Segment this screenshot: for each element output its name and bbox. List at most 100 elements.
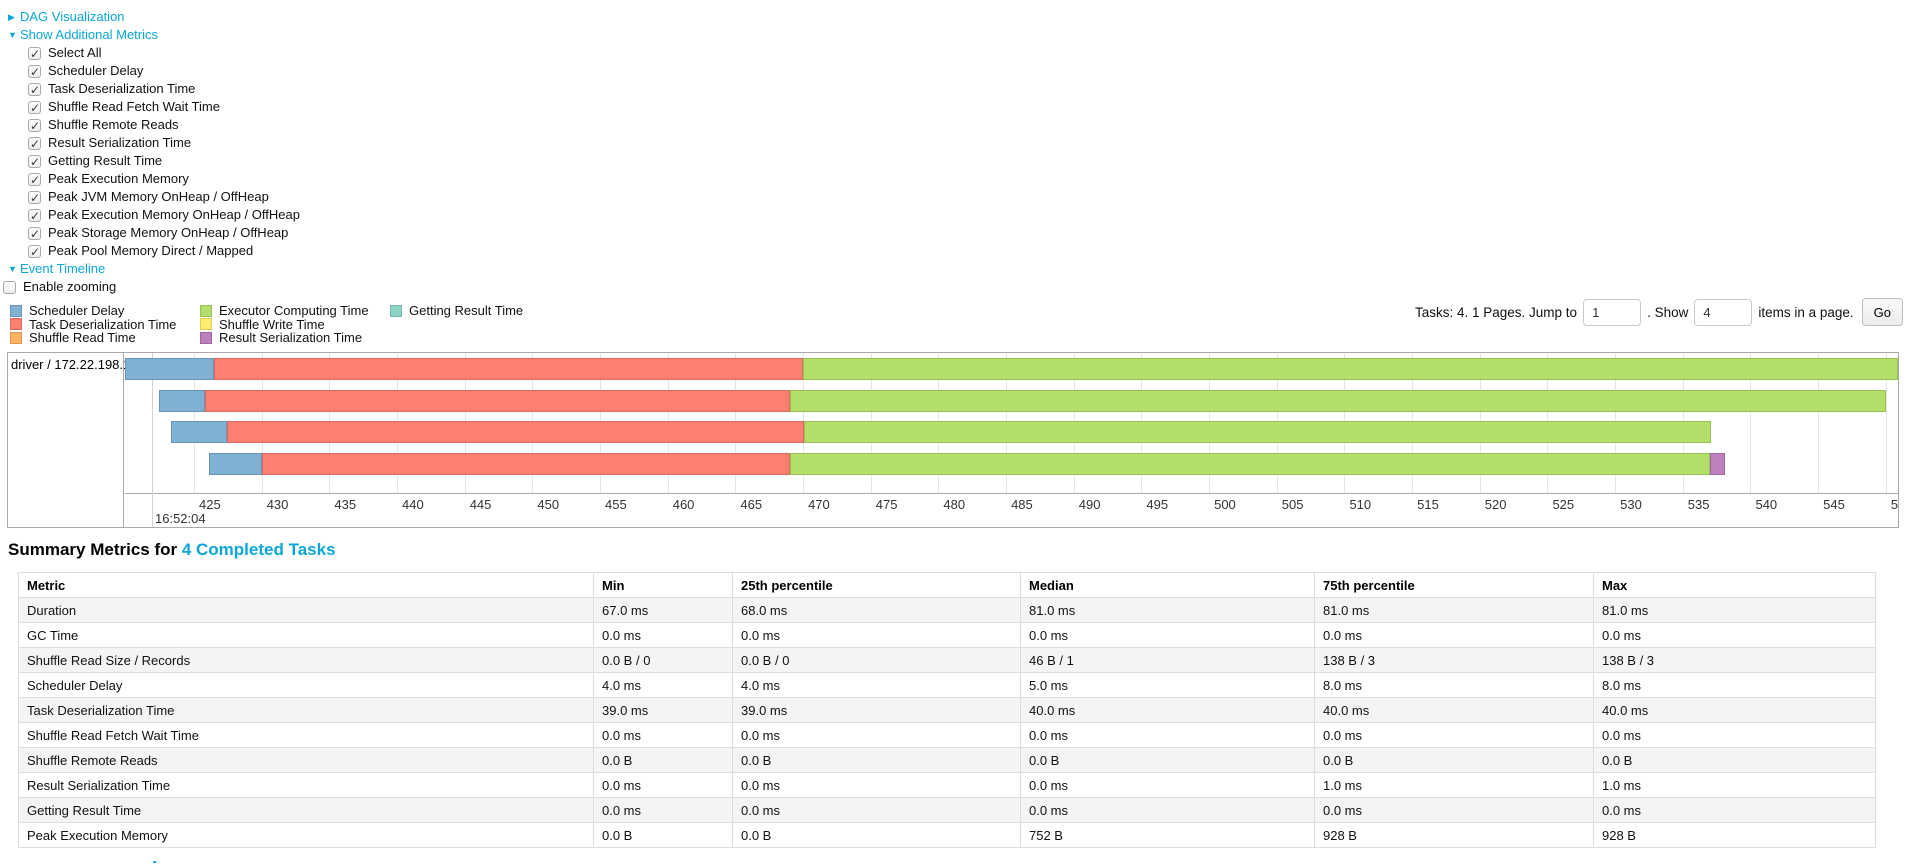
- summary-metrics-heading: Summary Metrics for 4 Completed Tasks: [8, 540, 336, 560]
- jump-to-page-input[interactable]: [1583, 298, 1642, 326]
- metric-checkbox[interactable]: [28, 171, 41, 189]
- metric-checkbox[interactable]: [28, 153, 41, 171]
- task-segment-task_deserialization: [204, 389, 790, 412]
- timeline-task-bar-1[interactable]: [125, 389, 1898, 412]
- legend-label: Task Deserialization Time: [29, 316, 177, 332]
- metric-value-cell: 138 B / 3: [1593, 647, 1876, 673]
- metric-checkbox-label: Getting Result Time: [48, 153, 163, 168]
- metric-value-cell: 40.0 ms: [1314, 697, 1594, 723]
- task-segment-executor_computing: [804, 421, 1712, 444]
- summary-table-row: Scheduler Delay 4.0 ms 4.0 ms 5.0 ms 8.0 ms 8…: [18, 672, 1876, 698]
- x-axis-tick-label: 510: [1349, 497, 1372, 512]
- x-axis-tick-label: 545: [1823, 497, 1845, 512]
- metric-value-cell: 0.0 B: [593, 747, 733, 773]
- show-label: . Show: [1647, 304, 1689, 320]
- metric-name-cell: Task Deserialization Time: [18, 697, 594, 723]
- x-axis-tick-label: 485: [1011, 497, 1033, 512]
- metric-checkbox-label: Task Deserialization Time: [48, 81, 196, 96]
- metric-checkbox[interactable]: [28, 45, 41, 63]
- x-axis-tick-label: 525: [1552, 497, 1575, 512]
- legend-swatch-icon: [390, 304, 402, 317]
- summary-table-row: Task Deserialization Time 39.0 ms 39.0 ms 4…: [18, 697, 1876, 723]
- metric-value-cell: 81.0 ms: [1020, 597, 1315, 623]
- enable-zooming-row: Enable zooming: [3, 278, 300, 296]
- metric-checkbox-label: Scheduler Delay: [48, 63, 144, 78]
- timeline-task-bar-0[interactable]: [125, 358, 1898, 380]
- metric-checkbox[interactable]: [28, 207, 41, 225]
- summary-table-row: Shuffle Remote Reads 0.0 B 0.0 B 0.0 B 0.0 B…: [18, 747, 1876, 773]
- task-segment-executor_computing: [789, 453, 1710, 476]
- metric-name-cell: Peak Execution Memory: [18, 822, 594, 848]
- metric-checkbox[interactable]: [28, 135, 41, 153]
- metric-value-cell: 81.0 ms: [1314, 597, 1594, 623]
- metric-value-cell: 0.0 B: [732, 747, 1021, 773]
- task-segment-task_deserialization: [214, 358, 804, 380]
- metric-checkbox-row: Getting Result Time: [8, 152, 300, 171]
- summary-column-header: Max: [1593, 572, 1876, 598]
- metric-checkbox[interactable]: [28, 117, 41, 135]
- summary-table-row: Shuffle Read Size / Records 0.0 B / 0 0.0 …: [18, 647, 1876, 673]
- timeline-task-bar-3[interactable]: [125, 453, 1898, 476]
- metric-value-cell: 0.0 ms: [1314, 622, 1594, 648]
- task-segment-executor_computing: [789, 389, 1886, 412]
- collapsed-arrow-icon: ▶: [8, 12, 15, 22]
- task-segment-scheduler_delay: [171, 421, 227, 444]
- task-segment-task_deserialization: [261, 453, 790, 476]
- metric-checkbox-row: Peak Execution Memory: [8, 170, 300, 189]
- show-additional-metrics-link[interactable]: Show Additional Metrics: [20, 27, 159, 42]
- metric-name-cell: Shuffle Read Fetch Wait Time: [18, 722, 594, 748]
- metric-checkbox[interactable]: [28, 243, 41, 261]
- metric-checkbox[interactable]: [28, 63, 41, 81]
- metric-value-cell: 46 B / 1: [1020, 647, 1315, 673]
- task-pagination: Tasks: 4. 1 Pages. Jump to . Show items …: [1415, 296, 1903, 328]
- x-axis-tick-label: 445: [469, 497, 492, 512]
- metric-value-cell: 1.0 ms: [1314, 772, 1594, 798]
- metric-checkbox-label: Shuffle Remote Reads: [48, 117, 179, 132]
- metric-checkbox-label: Peak Execution Memory: [48, 171, 189, 186]
- metric-checkbox-row: Peak Pool Memory Direct / Mapped: [8, 242, 300, 261]
- metric-value-cell: 0.0 B / 0: [732, 647, 1021, 673]
- metric-checkbox[interactable]: [28, 189, 41, 207]
- metric-value-cell: 0.0 B: [593, 822, 733, 848]
- summary-table-row: GC Time 0.0 ms 0.0 ms 0.0 ms 0.0 ms 0.0 ms: [18, 622, 1876, 648]
- metric-checkbox[interactable]: [28, 225, 41, 243]
- go-button[interactable]: Go: [1861, 298, 1903, 326]
- legend-item-executor_computing: Executor Computing Time: [200, 304, 376, 318]
- summary-metrics-table: Metric Min 25th percentile Median 75th perce…: [18, 572, 1876, 848]
- metric-value-cell: 67.0 ms: [593, 597, 733, 623]
- timeline-task-bar-2[interactable]: [125, 421, 1898, 444]
- show-additional-metrics-toggle[interactable]: ▼ Show Additional Metrics: [8, 26, 300, 44]
- dag-visualization-link[interactable]: DAG Visualization: [20, 9, 125, 24]
- legend-column: Executor Computing Time Shuffle Write Tim…: [200, 304, 376, 345]
- metric-checkbox-label: Result Serialization Time: [48, 135, 192, 150]
- dag-visualization-toggle[interactable]: ▶ DAG Visualization: [8, 8, 300, 26]
- stage-page-controls: ▶ DAG Visualization ▼ Show Additional Me…: [3, 8, 300, 296]
- event-timeline-link[interactable]: Event Timeline: [20, 261, 106, 276]
- x-axis-line: [125, 493, 1898, 494]
- summary-heading-text: Summary Metrics for: [8, 540, 182, 559]
- metric-value-cell: 0.0 ms: [593, 622, 733, 648]
- metric-value-cell: 0.0 B: [1314, 747, 1594, 773]
- event-timeline-chart: driver / 172.22.198.104 16:52:04 425 430 4…: [7, 352, 1899, 528]
- metric-name-cell: Duration: [18, 597, 594, 623]
- event-timeline-toggle[interactable]: ▼ Event Timeline: [8, 260, 300, 278]
- metric-value-cell: 752 B: [1020, 822, 1315, 848]
- x-axis-gridline: [1885, 353, 1887, 493]
- enable-zooming-checkbox[interactable]: [3, 280, 16, 294]
- metric-checkbox-label: Peak JVM Memory OnHeap / OffHeap: [48, 189, 269, 204]
- x-axis-tick-label: 440: [402, 497, 424, 512]
- metric-value-cell: 4.0 ms: [732, 672, 1021, 698]
- metric-checkbox[interactable]: [28, 81, 41, 99]
- legend-label: Getting Result Time: [409, 303, 524, 319]
- completed-tasks-link[interactable]: 4 Completed Tasks: [181, 540, 336, 559]
- metric-value-cell: 0.0 ms: [593, 722, 733, 748]
- metric-checkbox[interactable]: [28, 99, 41, 117]
- metric-checkbox-row: Scheduler Delay: [8, 62, 300, 81]
- summary-table-row: Shuffle Read Fetch Wait Time 0.0 ms 0.0 ms…: [18, 722, 1876, 748]
- items-per-page-input[interactable]: [1694, 298, 1753, 326]
- legend-swatch-icon: [10, 304, 22, 317]
- summary-table-row: Duration 67.0 ms 68.0 ms 81.0 ms 81.0 ms 81.0…: [18, 597, 1876, 623]
- x-axis-tick-label: 530: [1620, 497, 1642, 512]
- task-segment-result_serialization: [1709, 453, 1725, 476]
- legend-swatch-icon: [200, 304, 212, 317]
